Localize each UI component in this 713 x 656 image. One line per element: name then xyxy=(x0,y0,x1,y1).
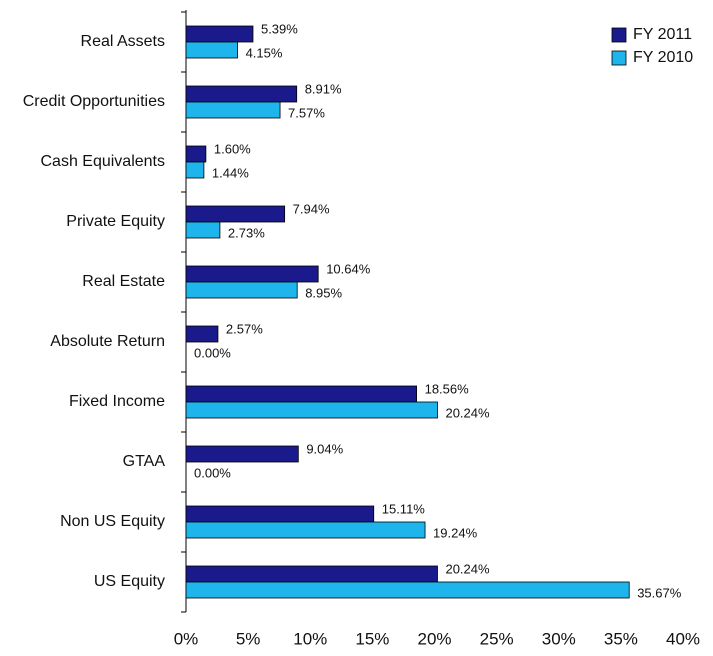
bar xyxy=(185,205,286,223)
bar xyxy=(185,265,319,283)
category-label: Cash Equivalents xyxy=(40,153,165,170)
value-label: 4.15% xyxy=(246,45,283,60)
value-label: 35.67% xyxy=(637,585,682,600)
bar xyxy=(185,281,298,299)
category-label: Fixed Income xyxy=(69,393,165,410)
value-label: 19.24% xyxy=(433,525,478,540)
bar xyxy=(185,505,375,523)
value-label: 2.73% xyxy=(228,225,265,240)
value-label: 8.91% xyxy=(305,81,342,96)
value-label: 18.56% xyxy=(425,381,470,396)
x-tick-label: 0% xyxy=(174,629,199,648)
value-label: 0.00% xyxy=(194,465,231,480)
category-label: Private Equity xyxy=(66,213,165,230)
x-tick-label: 35% xyxy=(604,629,638,648)
category-label: US Equity xyxy=(94,573,165,590)
x-tick-label: 30% xyxy=(542,629,576,648)
category-label: Absolute Return xyxy=(50,333,165,350)
category-label: Real Estate xyxy=(82,273,165,290)
category-label: Credit Opportunities xyxy=(23,93,165,110)
value-label: 7.57% xyxy=(288,105,325,120)
bar xyxy=(185,161,205,179)
category-label: Real Assets xyxy=(81,33,165,50)
value-label: 15.11% xyxy=(382,501,426,516)
category-label: GTAA xyxy=(123,453,166,470)
value-label: 7.94% xyxy=(293,201,330,216)
x-tick-label: 10% xyxy=(293,629,327,648)
legend-label: FY 2010 xyxy=(633,49,693,66)
bar xyxy=(185,41,238,59)
value-label: 2.57% xyxy=(226,321,263,336)
bar xyxy=(185,25,254,43)
value-label: 1.60% xyxy=(214,141,251,156)
bar xyxy=(185,85,298,103)
x-tick-label: 15% xyxy=(355,629,389,648)
bar xyxy=(185,325,219,343)
value-label: 20.24% xyxy=(445,561,490,576)
bar xyxy=(185,445,299,463)
value-label: 8.95% xyxy=(305,285,342,300)
legend-swatch xyxy=(611,27,627,43)
bar xyxy=(185,581,630,599)
x-tick-label: 40% xyxy=(666,629,700,648)
value-label: 20.24% xyxy=(445,405,490,420)
legend-swatch xyxy=(611,50,627,66)
bar xyxy=(185,565,438,583)
x-tick-label: 20% xyxy=(417,629,451,648)
bar xyxy=(185,221,221,239)
bar xyxy=(185,401,438,419)
value-label: 1.44% xyxy=(212,165,249,180)
value-label: 10.64% xyxy=(326,261,371,276)
value-label: 5.39% xyxy=(261,21,298,36)
legend-label: FY 2011 xyxy=(633,26,692,43)
category-label: Non US Equity xyxy=(60,513,165,530)
bar xyxy=(185,521,426,539)
value-label: 0.00% xyxy=(194,345,231,360)
x-tick-label: 5% xyxy=(236,629,261,648)
x-tick-label: 25% xyxy=(480,629,514,648)
bar xyxy=(185,101,281,119)
value-label: 9.04% xyxy=(306,441,343,456)
bar xyxy=(185,145,207,163)
bar xyxy=(185,385,418,403)
